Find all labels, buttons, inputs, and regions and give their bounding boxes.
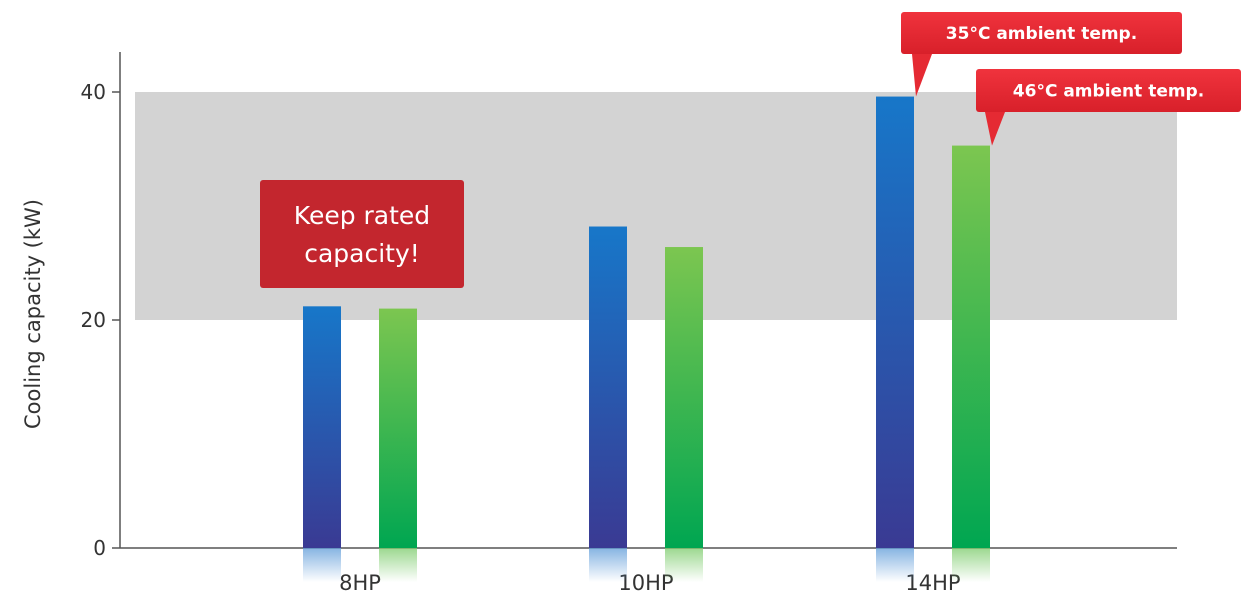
- series-callout-1: 46°C ambient temp.: [976, 69, 1241, 146]
- callout-pointer: [985, 112, 1005, 146]
- bar-46c-14hp: [952, 145, 990, 548]
- bar-46c-10hp: [665, 247, 703, 549]
- bar-reflection: [379, 548, 417, 582]
- y-tick-label: 40: [81, 80, 106, 104]
- bar-reflection: [589, 548, 627, 582]
- note-text-line: capacity!: [304, 239, 420, 268]
- series-callout-0: 35°C ambient temp.: [901, 12, 1182, 97]
- keep-rated-capacity-note: [260, 180, 464, 288]
- bar-reflection: [303, 548, 341, 582]
- bar-reflection: [952, 548, 990, 582]
- callout-label: 46°C ambient temp.: [1013, 82, 1204, 102]
- bar-35c-8hp: [303, 306, 341, 548]
- x-tick-label: 14HP: [905, 571, 960, 595]
- x-tick-label: 10HP: [618, 571, 673, 595]
- bar-reflection: [665, 548, 703, 582]
- callout-label: 35°C ambient temp.: [946, 24, 1137, 44]
- y-tick-label: 20: [81, 308, 106, 332]
- note-text-line: Keep rated: [294, 201, 430, 230]
- bar-46c-8hp: [379, 308, 417, 548]
- callout-box: [976, 69, 1241, 112]
- bar-reflection: [876, 548, 914, 582]
- y-tick-label: 0: [93, 536, 106, 560]
- bar-35c-14hp: [876, 96, 914, 548]
- y-axis-label: Cooling capacity (kW): [21, 199, 45, 429]
- bar-35c-10hp: [589, 226, 627, 548]
- callout-pointer: [912, 54, 932, 97]
- x-tick-label: 8HP: [339, 571, 381, 595]
- callout-box: [901, 12, 1182, 54]
